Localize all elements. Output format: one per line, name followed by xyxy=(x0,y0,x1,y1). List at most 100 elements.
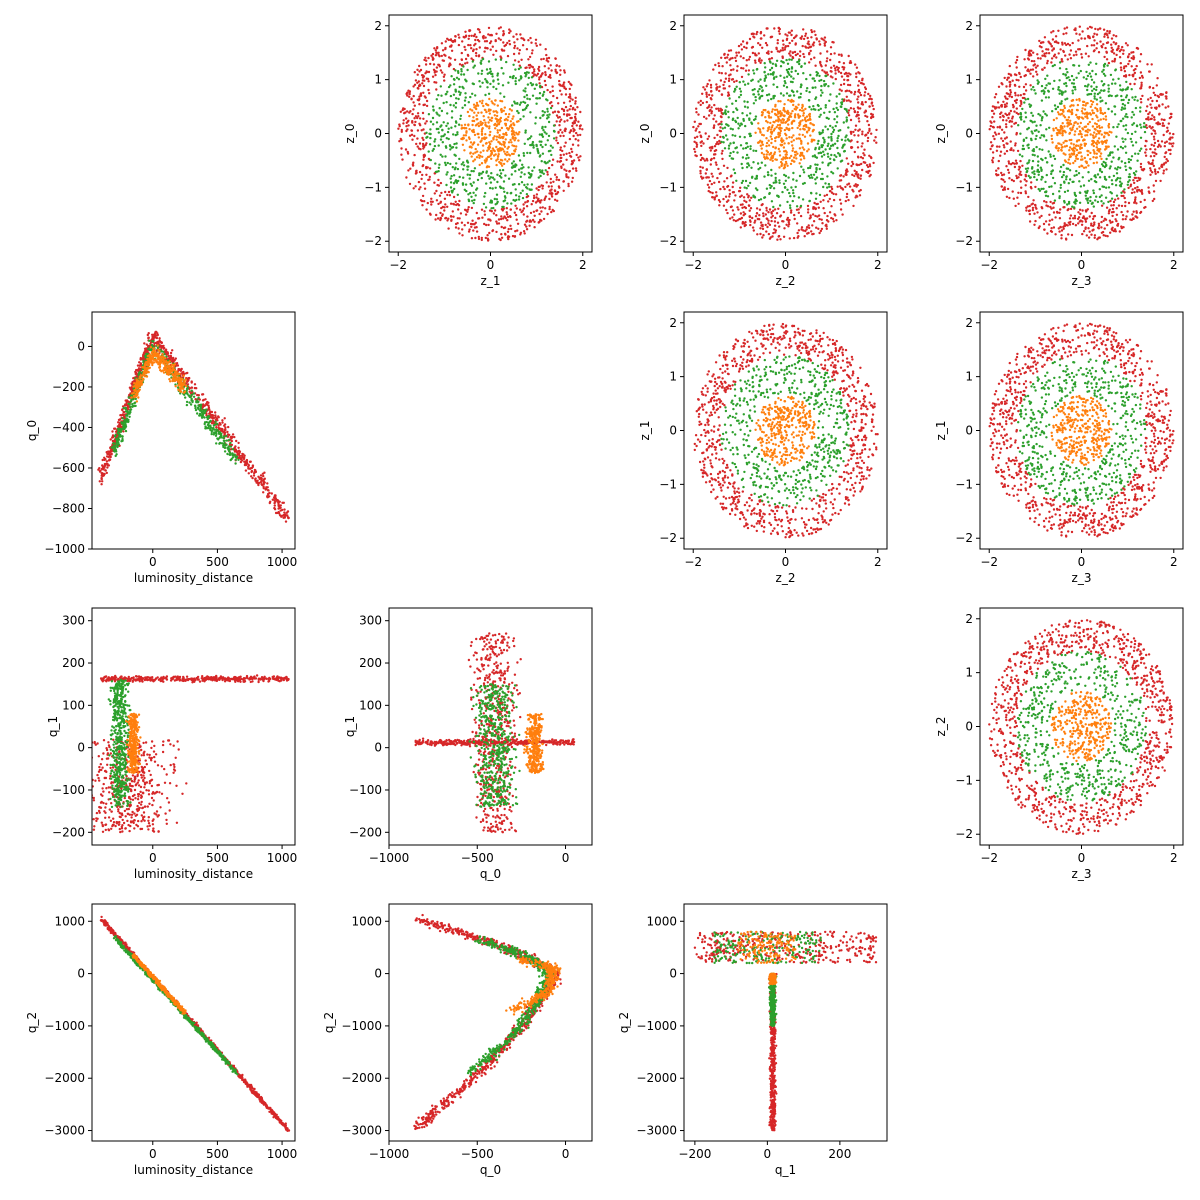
data-point xyxy=(807,129,810,132)
data-point xyxy=(774,119,778,122)
data-point xyxy=(1096,200,1100,204)
data-point xyxy=(559,146,562,149)
data-point xyxy=(531,169,534,172)
data-point xyxy=(1000,104,1003,107)
data-point xyxy=(806,87,809,90)
data-point xyxy=(475,101,479,105)
data-point xyxy=(723,180,726,183)
data-point xyxy=(1010,147,1013,150)
data-point xyxy=(1084,52,1088,55)
data-point xyxy=(1095,85,1098,89)
data-point xyxy=(749,145,752,148)
data-point xyxy=(1147,112,1150,116)
data-point xyxy=(1106,36,1110,39)
data-point xyxy=(1071,89,1074,92)
data-point xyxy=(1077,72,1080,75)
data-point xyxy=(561,149,564,153)
data-point xyxy=(1063,224,1066,227)
data-point xyxy=(1089,199,1092,203)
data-point xyxy=(1132,179,1135,182)
data-point xyxy=(775,126,778,129)
data-point xyxy=(734,88,737,92)
data-point xyxy=(827,182,831,186)
data-point xyxy=(784,160,788,164)
data-point xyxy=(528,66,531,70)
data-point xyxy=(489,219,492,222)
data-point xyxy=(1133,71,1137,75)
data-point xyxy=(433,181,436,184)
data-point xyxy=(527,58,530,61)
data-point xyxy=(845,118,849,122)
data-point xyxy=(1066,58,1070,61)
data-point xyxy=(524,129,527,132)
data-point xyxy=(726,138,729,141)
data-point xyxy=(447,190,451,194)
data-point xyxy=(555,176,558,179)
data-point xyxy=(401,158,404,161)
data-point xyxy=(502,34,505,37)
data-point xyxy=(805,226,809,229)
data-point xyxy=(1100,126,1104,129)
data-point xyxy=(1102,72,1106,76)
data-point xyxy=(410,133,414,136)
data-point xyxy=(1059,102,1062,105)
data-point xyxy=(775,75,778,79)
data-point xyxy=(1155,84,1159,87)
data-point xyxy=(569,155,573,158)
data-point xyxy=(785,127,789,130)
data-point xyxy=(854,63,857,66)
data-point xyxy=(1102,89,1105,93)
data-point xyxy=(838,154,842,157)
data-point xyxy=(429,128,432,131)
data-point xyxy=(792,77,795,80)
data-point xyxy=(815,226,818,229)
data-point xyxy=(1121,102,1125,106)
data-point xyxy=(507,115,510,119)
data-point xyxy=(800,84,803,87)
data-point xyxy=(570,83,573,87)
data-point xyxy=(1059,183,1063,187)
data-point xyxy=(1122,194,1125,198)
data-point xyxy=(465,80,468,83)
data-point xyxy=(850,164,853,168)
data-point xyxy=(729,127,732,130)
data-point xyxy=(718,200,722,203)
data-point xyxy=(795,205,799,208)
data-point xyxy=(571,121,574,125)
data-point xyxy=(792,134,795,137)
data-point xyxy=(1118,50,1122,53)
data-point xyxy=(1054,233,1057,236)
data-point xyxy=(707,189,710,193)
data-point xyxy=(1112,204,1115,207)
data-point xyxy=(551,89,554,93)
data-point xyxy=(1150,143,1153,146)
data-point xyxy=(562,163,565,166)
data-point xyxy=(772,83,775,86)
data-point xyxy=(549,64,552,67)
data-point xyxy=(483,136,486,139)
data-point xyxy=(1015,107,1018,110)
data-point xyxy=(715,191,718,194)
data-point xyxy=(771,154,775,158)
data-point xyxy=(534,201,538,204)
data-point xyxy=(1035,124,1038,127)
data-point xyxy=(462,35,465,39)
data-point xyxy=(837,152,840,155)
data-point xyxy=(743,136,746,139)
data-point xyxy=(494,153,497,156)
data-point xyxy=(765,44,769,47)
data-point xyxy=(434,162,437,165)
data-point xyxy=(1065,26,1069,29)
data-point xyxy=(488,112,491,115)
data-point xyxy=(434,54,438,57)
data-point xyxy=(765,149,768,152)
data-point xyxy=(1091,217,1095,221)
data-point xyxy=(1064,98,1067,101)
data-point xyxy=(480,130,484,133)
data-point xyxy=(1108,175,1111,179)
data-point xyxy=(1007,113,1011,116)
data-point xyxy=(1119,166,1122,169)
data-point xyxy=(1000,82,1003,85)
data-point xyxy=(547,120,551,124)
